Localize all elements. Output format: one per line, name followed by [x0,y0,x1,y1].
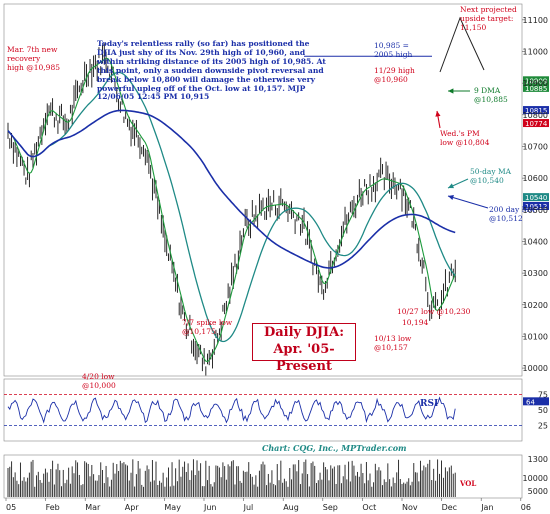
x-tick-label: Jun [203,503,217,512]
annotation-wedlow: Wed.'s PM low @10,804 [440,129,490,147]
vol-tick-label: 1300 [528,455,548,464]
annotation-apr20: 4/20 low @10,000 [82,372,116,390]
price-tag-value: 10909 [525,77,547,85]
y-tick-label: 10800 [523,111,548,120]
y-tick-label: 10200 [523,301,548,310]
annotation-l10194: 10,194 [402,318,429,327]
rsi-label: RSI [420,399,438,409]
volume-bars [7,459,456,497]
ma50-line [7,71,456,343]
y-tick-label: 10600 [523,174,548,183]
x-tick-label: 06 [521,503,531,512]
vol-tick-label: 5000 [528,487,548,496]
annotation-oct27: 10/27 low @10,230 [397,307,471,316]
x-tick-label: Feb [46,503,60,512]
ma200-arrow [447,195,489,209]
chart-subtitle: Apr. '05-Present [273,342,335,374]
x-tick-label: Jul [243,503,254,512]
y-tick-label: 11000 [523,47,548,56]
price-tag-value: 10774 [525,120,548,128]
rsi-current-tag [523,397,549,406]
price-tag-value: 10885 [525,85,547,93]
rsi-tick-label: 75 [538,391,548,400]
chart-title: Daily DJIA: [263,325,345,340]
y-tick-label: 11100 [523,16,548,25]
y-tick-label: 10700 [523,142,548,151]
ma200-arrow-head [448,195,454,201]
ma50-arrow-head [448,183,454,189]
price-tag-value: 10540 [525,194,547,202]
projection-path [439,16,485,73]
chart-commentary: Today's relentless rally (so far) has po… [97,39,326,102]
price-tag-bg [523,193,549,202]
x-tick-label: Dec [442,503,457,512]
annotation-oct13: 10/13 low @10,157 [374,334,412,352]
x-tick-label: Mar [85,503,101,512]
annotation-ma200: 200 day MA @10,512 [489,205,535,223]
annotation-proj: Next projected upside target: 11,150 [460,5,517,32]
annotation-high2005: 10,985 = 2005 high [374,41,413,59]
x-tick-label: May [164,503,181,512]
ma9-line [7,57,456,363]
ma200-line [7,109,456,269]
y-tick-label: 10000 [523,364,548,373]
price-tag-value: 10815 [525,107,547,115]
rsi-tick-label: 50 [538,406,548,415]
rsi-tick-label: 25 [538,422,548,431]
y-tick-label: 10400 [523,237,548,246]
x-tick-label: 05 [6,503,16,512]
chart-title-box: Daily DJIA: Apr. '05-Present [252,323,356,374]
rsi-current-value: 64 [526,398,535,406]
annotation-dma9: 9 DMA @10,885 [474,86,508,104]
vol-tick-label: 10000 [523,474,548,483]
annotation-nov29: 11/29 high @10,960 [374,66,415,84]
price-tag-bg [523,76,549,85]
rsi-line [7,396,456,424]
y-tick-label: 10100 [523,332,548,341]
y-tick-label: 10500 [523,206,548,215]
y-tick-label: 10900 [523,79,548,88]
annotation-ma50: 50-day MA @10,540 [470,167,512,185]
x-tick-label: Oct [362,503,376,512]
vol-label: VOL [459,479,476,488]
dma9-arrow-head [448,88,454,94]
chart-credit: Chart: CQG, Inc., MPTrader.com [262,443,407,453]
x-tick-label: Nov [402,503,418,512]
price-tag-bg [523,106,549,115]
price-tag-bg [523,201,549,210]
x-tick-label: Apr [125,503,140,512]
x-tick-label: Aug [283,503,299,512]
x-tick-label: Sep [323,503,338,512]
price-tag-value: 10512 [525,203,547,211]
annotation-jul7: 7/7 spike low @10,175 [182,318,233,336]
price-tag-bg [523,119,549,128]
annotation-mar7: Mar. 7th new recovery high @10,985 [7,45,60,72]
y-tick-label: 10300 [523,269,548,278]
price-tag-bg [523,83,549,92]
wedlow-arrow-head [435,111,441,117]
x-tick-label: Jan [480,503,493,512]
